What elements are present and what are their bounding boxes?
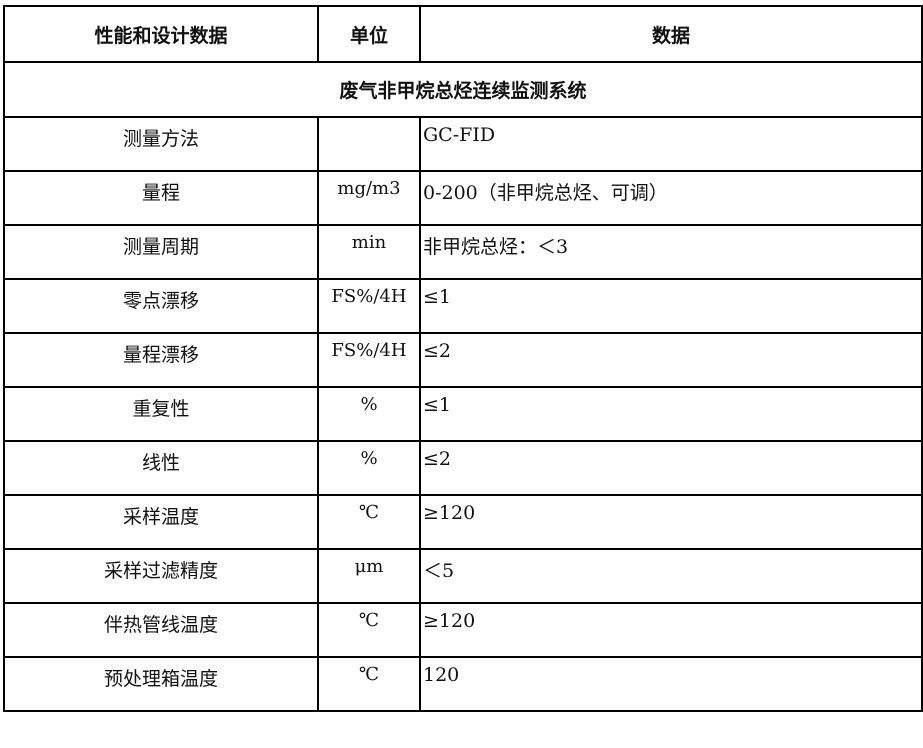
unit-cell: ℃ <box>317 656 421 712</box>
parameter-cell: 测量方法 <box>3 116 319 172</box>
unit-cell: ℃ <box>317 494 421 550</box>
value-cell: ≤1 <box>419 386 923 442</box>
unit-cell: ℃ <box>317 602 421 658</box>
table-row: 零点漂移 FS%/4H ≤1 <box>3 278 923 334</box>
unit-cell: FS%/4H <box>317 278 421 334</box>
unit-cell: mg/m3 <box>317 170 421 226</box>
value-cell: GC-FID <box>419 116 923 172</box>
table-row: 预处理箱温度 ℃ 120 <box>3 656 923 712</box>
section-title: 废气非甲烷总烃连续监测系统 <box>3 61 923 118</box>
unit-cell: μm <box>317 548 421 604</box>
header-unit: 单位 <box>317 5 421 63</box>
table-row: 采样过滤精度 μm ＜5 <box>3 548 923 604</box>
unit-cell: % <box>317 386 421 442</box>
value-cell: 非甲烷总烃：＜3 <box>419 224 923 280</box>
spec-table: 性能和设计数据 单位 数据 废气非甲烷总烃连续监测系统 测量方法 GC-FID 量程… <box>3 5 923 712</box>
parameter-cell: 采样温度 <box>3 494 319 550</box>
value-cell: ≤1 <box>419 278 923 334</box>
value-cell: 0-200（非甲烷总烃、可调） <box>419 170 923 226</box>
table-header-row: 性能和设计数据 单位 数据 <box>3 5 923 63</box>
section-row: 废气非甲烷总烃连续监测系统 <box>3 61 923 118</box>
value-cell: ＜5 <box>419 548 923 604</box>
parameter-cell: 测量周期 <box>3 224 319 280</box>
value-cell: ≤2 <box>419 332 923 388</box>
table-row: 量程 mg/m3 0-200（非甲烷总烃、可调） <box>3 170 923 226</box>
parameter-cell: 量程 <box>3 170 319 226</box>
table-row: 测量方法 GC-FID <box>3 116 923 172</box>
parameter-cell: 量程漂移 <box>3 332 319 388</box>
table-row: 重复性% ≤1 <box>3 386 923 442</box>
table-row: 线性% ≤2 <box>3 440 923 496</box>
table-row: 采样温度 ℃ ≥120 <box>3 494 923 550</box>
header-parameter: 性能和设计数据 <box>3 5 319 63</box>
parameter-cell: 零点漂移 <box>3 278 319 334</box>
value-cell: ≥120 <box>419 494 923 550</box>
unit-cell: min <box>317 224 421 280</box>
parameter-cell: 重复性 <box>3 386 319 442</box>
header-data: 数据 <box>419 5 923 63</box>
parameter-cell: 伴热管线温度 <box>3 602 319 658</box>
table-row: 伴热管线温度 ℃ ≥120 <box>3 602 923 658</box>
unit-cell <box>317 116 421 172</box>
unit-cell: % <box>317 440 421 496</box>
table-row: 量程漂移 FS%/4H ≤2 <box>3 332 923 388</box>
value-cell: ≤2 <box>419 440 923 496</box>
parameter-cell: 预处理箱温度 <box>3 656 319 712</box>
parameter-cell: 线性 <box>3 440 319 496</box>
unit-cell: FS%/4H <box>317 332 421 388</box>
table-row: 测量周期 min 非甲烷总烃：＜3 <box>3 224 923 280</box>
value-cell: 120 <box>419 656 923 712</box>
value-cell: ≥120 <box>419 602 923 658</box>
parameter-cell: 采样过滤精度 <box>3 548 319 604</box>
